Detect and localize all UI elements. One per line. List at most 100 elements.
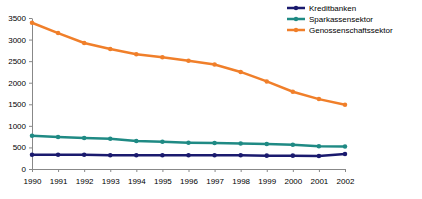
y-tick: 0 — [22, 165, 32, 174]
x-tick-label: 1992 — [76, 177, 94, 186]
x-tick-label: 1995 — [154, 177, 172, 186]
marker — [82, 153, 87, 158]
x-tick-label: 2002 — [337, 177, 355, 186]
x-tick-label: 1997 — [206, 177, 224, 186]
marker — [317, 144, 322, 149]
x-tick: 1994 — [128, 169, 146, 186]
y-tick-mark — [29, 40, 32, 41]
marker — [30, 20, 35, 25]
series-markers — [30, 20, 348, 106]
y-tick-label: 3500 — [8, 14, 26, 23]
x-tick-label: 1999 — [258, 177, 276, 186]
x-tick: 2001 — [311, 169, 329, 186]
y-tick-mark — [29, 126, 32, 127]
marker — [186, 58, 191, 63]
y-tick-mark — [29, 18, 32, 19]
marker — [134, 153, 139, 158]
legend-swatch — [287, 29, 305, 32]
x-tick: 1998 — [232, 169, 250, 186]
y-axis-line — [32, 19, 33, 170]
legend-item: Kreditbanken — [287, 4, 356, 13]
x-tick: 1991 — [50, 169, 68, 186]
series-markers — [30, 134, 348, 149]
x-tick-label: 1994 — [128, 177, 146, 186]
y-tick: 3500 — [8, 14, 32, 23]
y-tick: 1500 — [8, 100, 32, 109]
marker — [108, 137, 113, 142]
x-tick: 1995 — [154, 169, 172, 186]
plot: 0 500 1000 1500 2000 2500 3000 3500 1990 1991 1992… — [8, 14, 355, 186]
marker — [264, 79, 269, 84]
x-tick-label: 1991 — [50, 177, 68, 186]
y-tick-mark — [29, 169, 32, 170]
x-tick-mark — [319, 169, 320, 172]
marker — [160, 153, 165, 158]
x-tick-mark — [110, 169, 111, 172]
y-tick-label: 500 — [13, 143, 27, 152]
marker — [108, 153, 113, 158]
marker — [134, 52, 139, 57]
marker — [212, 62, 217, 67]
x-tick: 1999 — [258, 169, 276, 186]
y-tick: 2500 — [8, 57, 32, 66]
marker — [186, 153, 191, 158]
legend-label: Sparkassensektor — [309, 15, 373, 24]
marker — [56, 135, 61, 140]
x-tick-mark — [345, 169, 346, 172]
marker — [186, 140, 191, 145]
y-tick-label: 0 — [22, 165, 27, 174]
y-tick-mark — [29, 147, 32, 148]
marker — [264, 142, 269, 147]
marker — [317, 154, 322, 159]
x-tick: 2000 — [284, 169, 302, 186]
legend-marker — [294, 28, 298, 32]
chart: 0 500 1000 1500 2000 2500 3000 3500 1990 1991 1992… — [0, 0, 422, 199]
y-tick-label: 3000 — [8, 36, 26, 45]
x-tick-mark — [136, 169, 137, 172]
marker — [82, 136, 87, 141]
x-tick-label: 1990 — [24, 177, 42, 186]
x-tick-mark — [58, 169, 59, 172]
marker — [212, 153, 217, 158]
legend-item: Genossenschaftssektor — [287, 26, 393, 35]
y-tick: 1000 — [8, 122, 32, 131]
marker — [264, 153, 269, 158]
marker — [56, 153, 61, 158]
legend-swatch — [287, 18, 305, 21]
legend-label: Genossenschaftssektor — [309, 26, 393, 35]
y-tick: 3000 — [8, 36, 32, 45]
x-tick-mark — [267, 169, 268, 172]
y-tick-mark — [29, 83, 32, 84]
marker — [291, 153, 296, 158]
marker — [238, 153, 243, 158]
x-tick-mark — [84, 169, 85, 172]
marker — [291, 90, 296, 95]
x-tick-label: 2001 — [311, 177, 329, 186]
series-line — [32, 136, 345, 147]
y-tick: 500 — [13, 143, 32, 152]
x-tick-label: 1996 — [180, 177, 198, 186]
x-tick-mark — [162, 169, 163, 172]
y-tick-label: 2000 — [8, 79, 26, 88]
series-line — [32, 23, 345, 105]
legend-marker — [294, 6, 298, 10]
marker — [108, 47, 113, 52]
marker — [56, 31, 61, 36]
y-tick: 2000 — [8, 79, 32, 88]
marker — [343, 152, 348, 157]
x-tick-label: 1998 — [232, 177, 250, 186]
marker — [238, 70, 243, 75]
x-tick: 1992 — [76, 169, 94, 186]
marker — [30, 134, 35, 139]
legend-item: Sparkassensektor — [287, 15, 373, 24]
legend: Kreditbanken Sparkassensektor Genossenscha… — [287, 4, 393, 35]
x-tick: 1993 — [102, 169, 120, 186]
x-tick-mark — [32, 169, 33, 172]
x-axis: 1990 1991 1992 1993 1994 1995 1996 1997 1998 1999… — [24, 169, 355, 186]
y-tick-mark — [29, 104, 32, 105]
x-tick: 1996 — [180, 169, 198, 186]
series-markers — [30, 152, 348, 159]
legend-swatch — [287, 7, 305, 10]
marker — [160, 140, 165, 145]
x-tick: 1997 — [206, 169, 224, 186]
